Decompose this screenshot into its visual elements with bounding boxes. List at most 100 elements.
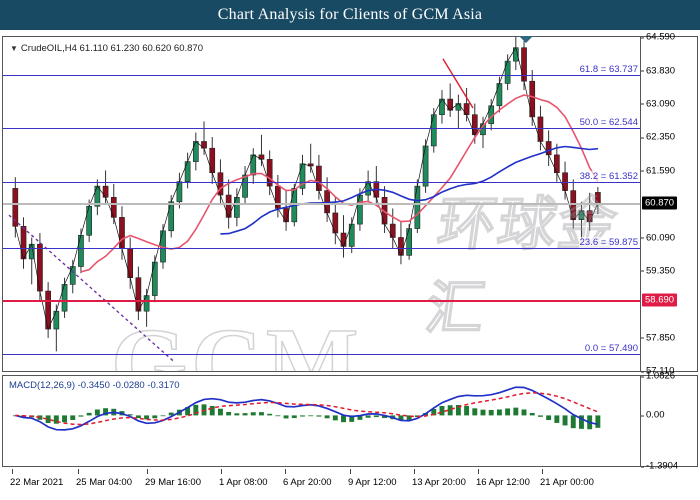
- macd-plot-area[interactable]: [3, 376, 641, 466]
- candle: [225, 194, 232, 218]
- macd-histogram-bar: [250, 412, 256, 416]
- candle: [504, 60, 511, 84]
- candle: [357, 194, 363, 225]
- candle: [545, 141, 552, 156]
- support-line[interactable]: [3, 300, 641, 303]
- macd-histogram-bar: [570, 415, 576, 429]
- macd-histogram-bar: [308, 415, 314, 417]
- fib-line-0-0[interactable]: [3, 354, 641, 356]
- macd-histogram-bar: [455, 404, 461, 416]
- time-axis-label: 1 Apr 08:00: [219, 477, 268, 488]
- fib-line-23-6[interactable]: [3, 247, 641, 249]
- macd-histogram-bar: [332, 415, 338, 421]
- candlestick-series: [8, 37, 601, 364]
- macd-histogram-bar: [505, 408, 511, 416]
- candle: [242, 174, 248, 198]
- macd-histogram-bar: [275, 415, 281, 417]
- macd-histogram-bar: [521, 409, 527, 416]
- candle: [496, 83, 503, 107]
- macd-axis[interactable]: 1.0826 0.00 -1.3904: [640, 371, 697, 472]
- macd-histogram-bar: [94, 409, 100, 416]
- symbol-ohlc-label[interactable]: ▼ CrudeOIL,H4 61.110 61.230 60.620 60.870: [7, 42, 206, 55]
- macd-histogram-bar: [472, 408, 478, 416]
- candle: [192, 141, 199, 162]
- macd-histogram-bar: [267, 413, 273, 416]
- time-tick: [78, 469, 79, 474]
- candle: [184, 161, 191, 182]
- price-axis[interactable]: 64.590 63.830 63.090 62.350 61.590 60.090 59.3…: [640, 32, 697, 377]
- candle: [406, 228, 412, 256]
- candle: [463, 103, 470, 115]
- macd-histogram-bar: [579, 415, 584, 429]
- price-plot-area[interactable]: GCM GCM CAPITAL MARKETS 环球金汇 61.8 = 63.7…: [3, 37, 641, 371]
- macd-pane[interactable]: MACD(12,26,9) -0.3450 -0.0280 -0.3170 1.…: [2, 371, 698, 472]
- macd-histogram-bar: [341, 415, 346, 423]
- macd-histogram-bar: [291, 415, 297, 419]
- page-title: Chart Analysis for Clients of GCM Asia: [217, 6, 483, 23]
- price-tick: 57.110: [641, 366, 674, 377]
- fib-label-38-2: 38.2 = 61.352: [578, 170, 639, 182]
- candle: [324, 190, 330, 214]
- candle: [422, 145, 429, 187]
- candle: [595, 192, 601, 204]
- candle: [110, 197, 117, 218]
- time-axis[interactable]: 22 Mar 2021 25 Mar 04:00 29 Mar 16:00 1 Apr…: [2, 469, 698, 495]
- candle: [250, 154, 257, 176]
- macd-histogram-bar: [562, 415, 568, 426]
- current-price-badge: 60.870: [642, 196, 678, 210]
- candle: [275, 185, 281, 209]
- macd-histogram-bar: [217, 408, 223, 416]
- macd-label: MACD(12,26,9) -0.3450 -0.0280 -0.3170: [7, 379, 182, 392]
- macd-histogram-bar: [398, 415, 404, 421]
- candle: [127, 248, 134, 278]
- time-axis-label: 9 Apr 12:00: [348, 477, 397, 488]
- macd-histogram-bar: [283, 415, 289, 419]
- macd-histogram-bar: [546, 415, 552, 421]
- candle: [234, 197, 240, 218]
- candle: [365, 181, 371, 196]
- price-tick: 63.090: [641, 98, 675, 109]
- time-tick: [147, 469, 148, 474]
- macd-histogram-bar: [554, 415, 560, 423]
- chevron-down-icon[interactable]: ▼: [10, 44, 18, 53]
- macd-tick: 1.0826: [641, 371, 675, 382]
- fib-line-38-2[interactable]: [3, 181, 641, 183]
- macd-histogram-bar: [439, 406, 445, 416]
- macd-histogram-bar: [488, 410, 494, 416]
- candle: [316, 165, 322, 191]
- macd-histogram-bar: [349, 415, 355, 422]
- macd-histogram-bar: [447, 405, 453, 416]
- support-price-badge: 58.690: [642, 293, 678, 307]
- candle: [209, 147, 216, 174]
- price-tick: 57.850: [641, 332, 675, 343]
- macd-histogram-bar: [70, 415, 76, 420]
- fib-label-23-6: 23.6 = 59.875: [578, 236, 639, 248]
- macd-histogram-bar: [324, 415, 330, 419]
- fib-line-61-8[interactable]: [3, 75, 641, 77]
- current-price-line[interactable]: [3, 203, 641, 206]
- time-tick: [350, 469, 351, 474]
- fib-line-50-0[interactable]: [3, 128, 641, 130]
- candle: [389, 223, 396, 238]
- candle: [430, 114, 437, 147]
- macd-histogram-bar: [45, 415, 51, 424]
- chart-frame: ▼ CrudeOIL,H4 61.110 61.230 60.620 60.870…: [0, 32, 700, 500]
- candle: [78, 234, 84, 267]
- time-axis-label: 29 Mar 16:00: [145, 477, 201, 488]
- macd-histogram-bar: [135, 415, 141, 419]
- fib-label-50-0: 50.0 = 62.544: [578, 117, 639, 129]
- candle: [143, 295, 150, 312]
- macd-histogram-bar: [185, 407, 191, 416]
- candle: [20, 226, 27, 260]
- price-pane[interactable]: ▼ CrudeOIL,H4 61.110 61.230 60.620 60.870…: [2, 32, 698, 377]
- candle: [570, 190, 577, 220]
- time-axis-label: 13 Apr 20:00: [412, 477, 466, 488]
- macd-histogram-bar: [480, 409, 486, 416]
- time-tick: [12, 469, 13, 474]
- fib-label-61-8: 61.8 = 63.737: [578, 64, 639, 76]
- price-tick: 63.830: [641, 65, 675, 76]
- macd-histogram-bar: [193, 404, 199, 416]
- macd-histogram-bar: [382, 415, 387, 419]
- macd-histogram-bar: [595, 415, 601, 428]
